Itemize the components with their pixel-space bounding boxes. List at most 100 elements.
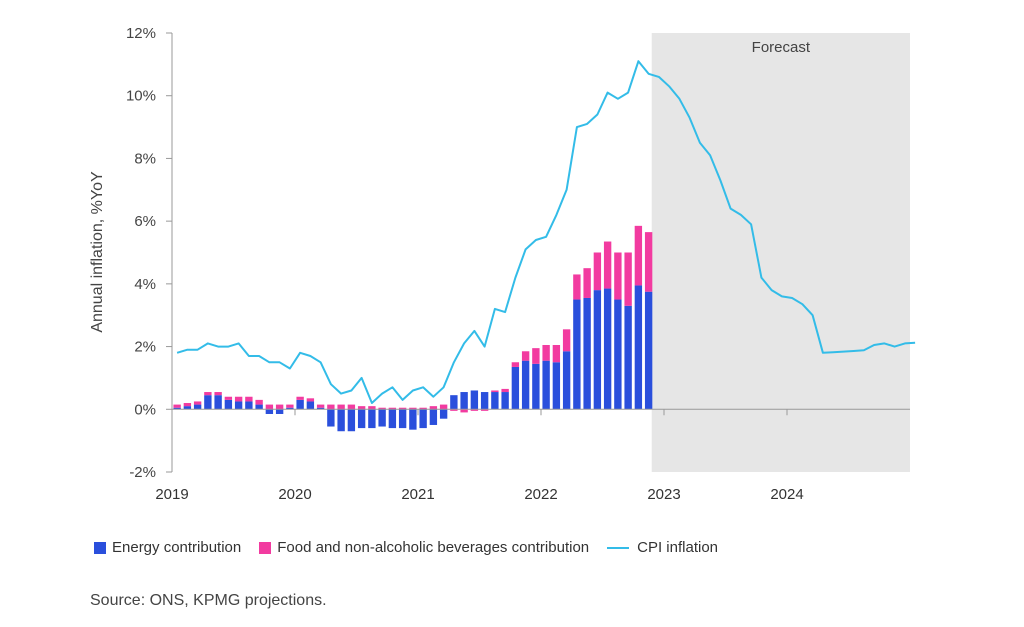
food-bar: [470, 409, 479, 411]
legend-swatch-food: [259, 541, 272, 554]
energy-bar: [255, 404, 263, 410]
legend-label-energy: Energy contribution: [112, 539, 242, 556]
source-note: Source: ONS, KPMG projections.: [90, 592, 327, 609]
energy-bar: [439, 409, 448, 419]
food-bar: [409, 407, 417, 410]
energy-bar: [224, 399, 233, 410]
food-bar: [593, 252, 602, 291]
energy-bar: [573, 299, 581, 410]
food-bar: [265, 404, 274, 410]
food-bar: [634, 225, 643, 286]
food-bar: [173, 404, 181, 408]
energy-bar: [306, 401, 315, 410]
legend-swatch-energy: [94, 541, 106, 554]
legend-label-cpi: CPI inflation: [637, 539, 718, 556]
food-bar: [532, 348, 540, 364]
energy-bar: [521, 360, 530, 410]
food-bar: [562, 329, 571, 352]
x-axis-ticks: 2019 2020 2021 2022 2023 2024: [155, 409, 804, 503]
x-tick-label: 2021: [401, 486, 434, 503]
food-bar: [573, 274, 581, 300]
food-bar: [204, 392, 212, 396]
legend-swatch-cpi: [607, 546, 630, 549]
energy-bar: [327, 409, 335, 427]
energy-bar: [593, 290, 602, 410]
food-bar: [511, 362, 520, 367]
energy-bar: [378, 409, 386, 427]
food-bar: [614, 252, 622, 300]
energy-bar: [634, 285, 643, 410]
food-bar: [183, 403, 192, 407]
food-bar: [286, 404, 294, 408]
food-bar: [450, 409, 458, 411]
energy-bar: [357, 409, 366, 429]
legend-item-energy: Energy contribution: [94, 539, 241, 556]
y-tick-label: 4%: [134, 276, 156, 293]
food-bar: [491, 390, 499, 393]
energy-bar: [398, 409, 407, 429]
food-bar: [224, 396, 233, 400]
food-bar: [429, 406, 438, 410]
food-bar: [603, 241, 612, 289]
food-bar: [306, 398, 315, 402]
food-bar: [378, 407, 386, 410]
energy-bar: [204, 395, 212, 410]
energy-bar: [583, 297, 591, 410]
energy-bar: [470, 390, 479, 410]
energy-bar: [460, 392, 468, 410]
food-bar: [521, 351, 530, 361]
food-bar: [644, 232, 653, 292]
food-bar: [480, 409, 489, 411]
energy-bar: [337, 409, 345, 432]
energy-bar: [644, 291, 653, 410]
food-bar: [193, 401, 202, 405]
energy-bar: [214, 395, 222, 410]
energy-bar: [429, 409, 438, 425]
energy-bar: [480, 392, 489, 410]
energy-bar: [532, 363, 540, 410]
energy-bar: [491, 392, 499, 410]
food-bar: [316, 404, 325, 408]
food-bar: [460, 409, 468, 413]
forecast-label: Forecast: [752, 39, 811, 56]
x-tick-label: 2022: [524, 486, 557, 503]
y-tick-label: -2%: [129, 464, 156, 481]
food-bar: [337, 404, 345, 410]
y-tick-label: 12%: [126, 25, 156, 42]
legend: Energy contribution Food and non-alcohol…: [94, 539, 736, 556]
energy-bar: [624, 305, 632, 410]
energy-bar: [562, 351, 571, 410]
food-bar: [214, 392, 222, 396]
food-bar: [327, 404, 335, 410]
y-tick-label: 6%: [134, 213, 156, 230]
food-bar: [583, 268, 591, 298]
energy-bar: [511, 366, 520, 410]
food-bar: [439, 404, 448, 410]
energy-bar: [368, 409, 376, 429]
energy-bar: [409, 409, 417, 430]
y-tick-label: 0%: [134, 401, 156, 418]
energy-bar: [614, 299, 622, 410]
energy-bar: [173, 407, 181, 410]
energy-bar: [552, 362, 561, 410]
x-tick-label: 2019: [155, 486, 188, 503]
y-tick-label: 8%: [134, 150, 156, 167]
food-bar: [368, 406, 376, 410]
energy-bar: [275, 409, 284, 414]
cpi-line: [176, 60, 916, 404]
energy-bar: [450, 395, 458, 410]
food-bar: [624, 252, 632, 306]
legend-item-cpi: CPI inflation: [607, 539, 718, 556]
food-bar: [419, 407, 427, 410]
energy-bar: [193, 404, 202, 410]
legend-label-food: Food and non-alcoholic beverages contrib…: [277, 539, 590, 556]
y-axis-label: Annual inflation, %YoY: [89, 171, 106, 333]
energy-bar: [265, 409, 274, 414]
food-bar: [501, 388, 509, 393]
forecast-band: [651, 33, 910, 472]
food-bar: [552, 345, 561, 363]
food-bar: [275, 404, 284, 410]
energy-bar: [245, 401, 253, 410]
food-bar: [347, 404, 356, 410]
